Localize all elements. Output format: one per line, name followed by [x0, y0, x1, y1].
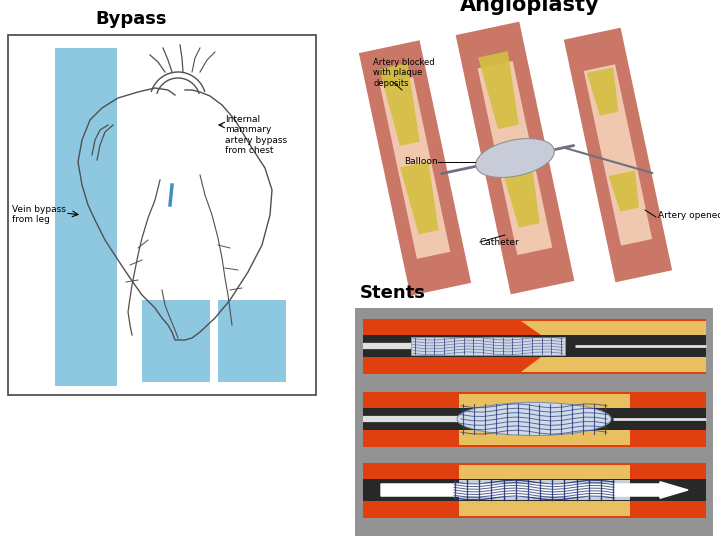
Polygon shape — [459, 394, 630, 408]
Bar — [142, 300, 210, 382]
Bar — [8, 35, 316, 395]
Text: Balloon: Balloon — [405, 158, 438, 166]
Polygon shape — [459, 430, 630, 444]
Text: Vein bypass
from leg: Vein bypass from leg — [12, 205, 66, 225]
Bar — [355, 308, 713, 536]
Polygon shape — [521, 321, 706, 335]
Text: Artery opened: Artery opened — [658, 211, 720, 219]
Bar — [459, 501, 630, 516]
Text: Bypass: Bypass — [95, 10, 166, 28]
Text: Internal
mammary
artery bypass
from chest: Internal mammary artery bypass from ches… — [225, 115, 287, 155]
Polygon shape — [521, 357, 706, 372]
Bar — [459, 480, 630, 501]
Polygon shape — [359, 40, 471, 296]
Bar — [363, 408, 706, 430]
Polygon shape — [564, 28, 672, 282]
Polygon shape — [476, 139, 554, 178]
Polygon shape — [379, 63, 420, 146]
Polygon shape — [477, 61, 552, 255]
Text: Stents: Stents — [360, 284, 426, 302]
Bar — [363, 319, 706, 374]
Bar — [363, 479, 706, 501]
Bar — [459, 464, 630, 479]
Polygon shape — [456, 22, 575, 294]
Bar — [55, 48, 117, 386]
Bar — [363, 335, 706, 357]
FancyArrow shape — [381, 482, 688, 498]
Polygon shape — [608, 171, 639, 212]
Polygon shape — [587, 68, 618, 116]
Bar — [411, 336, 565, 355]
Ellipse shape — [457, 402, 611, 435]
Text: Artery blocked
with plaque
deposits: Artery blocked with plaque deposits — [373, 58, 435, 88]
Polygon shape — [503, 165, 540, 227]
Bar — [218, 300, 286, 382]
Polygon shape — [478, 51, 519, 129]
Polygon shape — [584, 64, 652, 246]
Polygon shape — [400, 161, 438, 234]
Bar — [363, 392, 706, 447]
Text: Catheter: Catheter — [480, 238, 520, 247]
Text: Angioplasty: Angioplasty — [460, 0, 600, 15]
Bar — [363, 462, 706, 517]
Polygon shape — [379, 77, 450, 259]
